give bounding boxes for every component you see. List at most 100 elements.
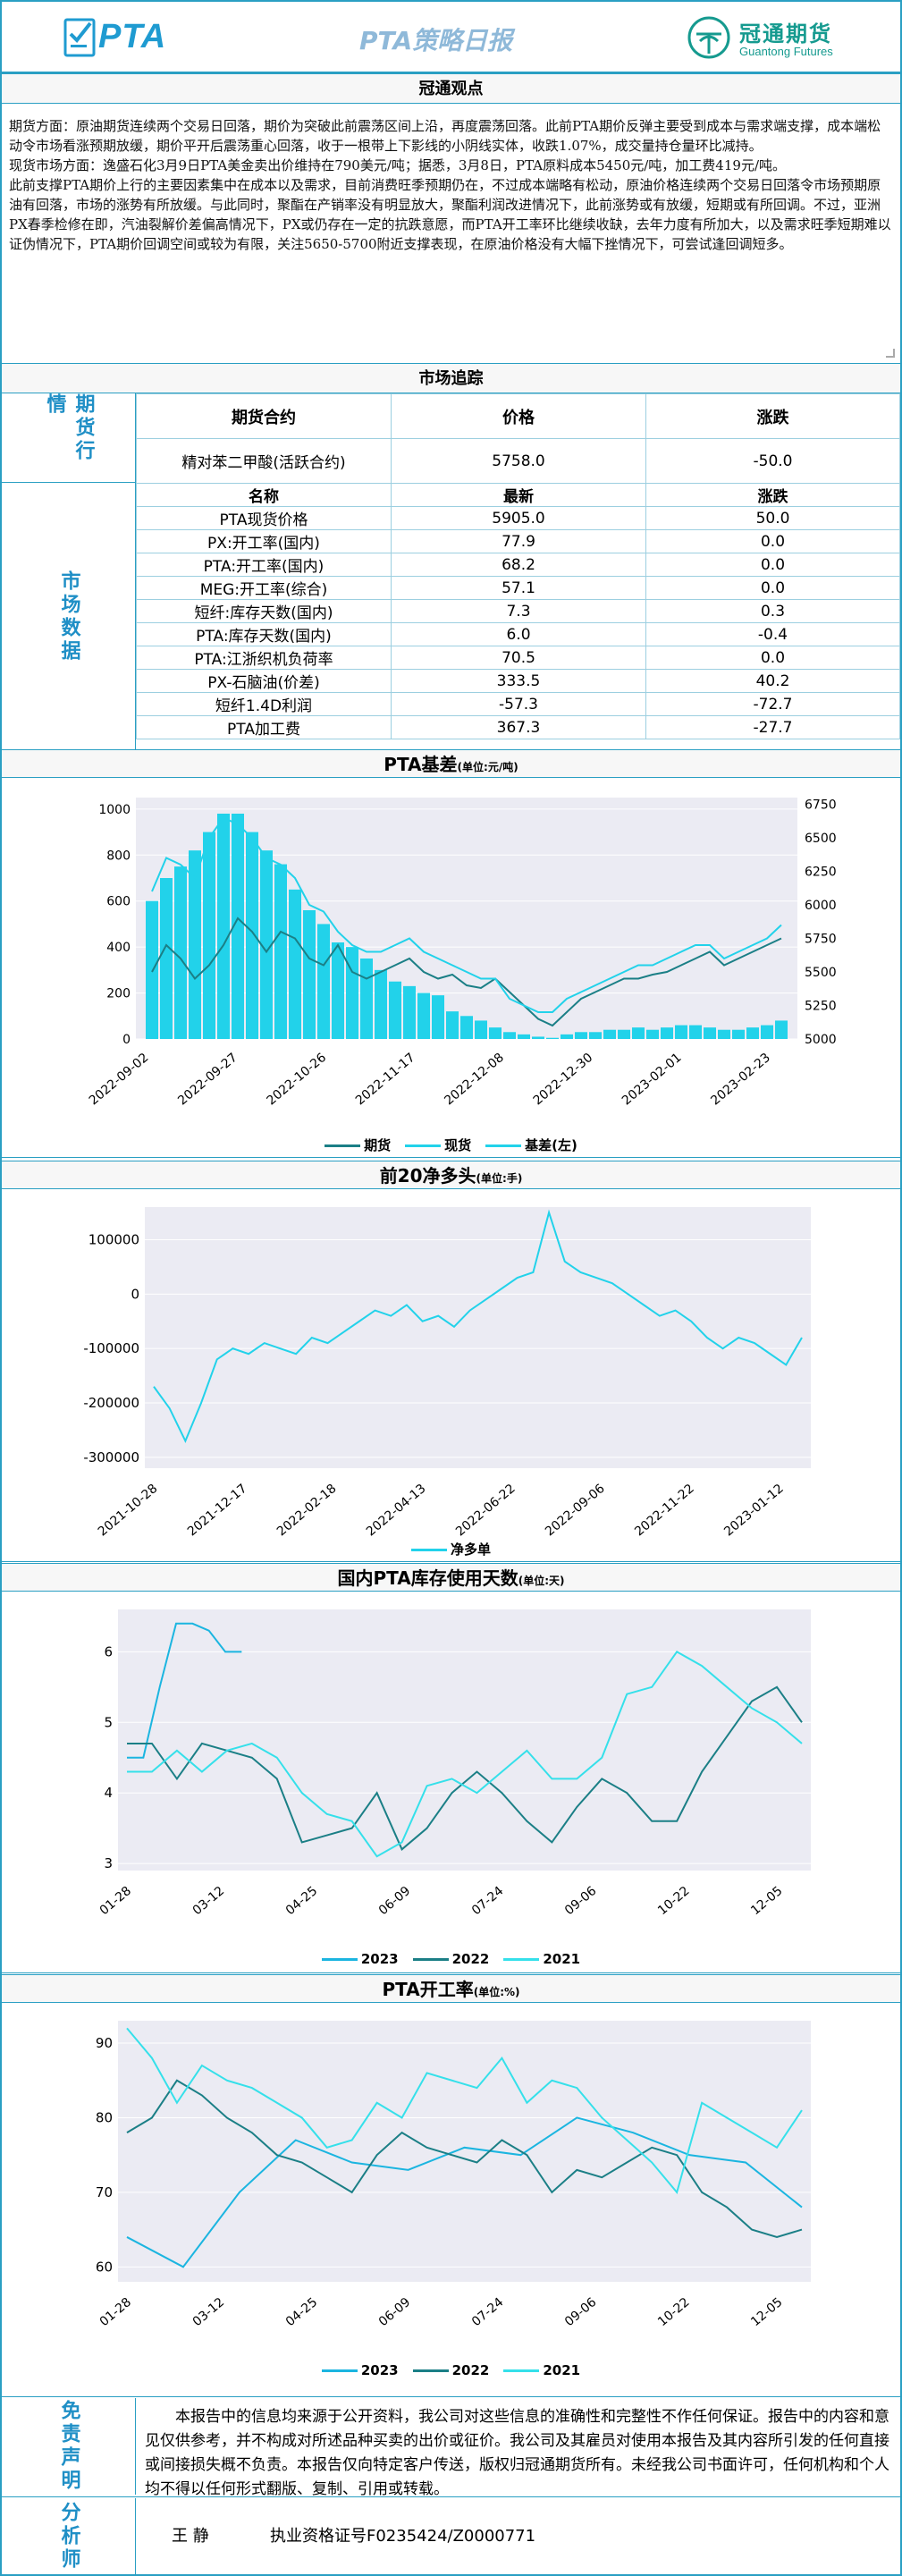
- basis-bar: [460, 1016, 473, 1039]
- table-row: PTA现货价格 5905.0 50.0: [136, 506, 900, 530]
- legend-label: 2023: [360, 2362, 399, 2378]
- legend-item[interactable]: 2023: [321, 1951, 399, 1967]
- market-item-change: 0.0: [645, 646, 900, 670]
- x-tick-label: 2021-12-17: [185, 1482, 250, 1538]
- basis-bar: [689, 1025, 702, 1039]
- market-item-latest: 333.5: [391, 669, 646, 693]
- legend-item[interactable]: 基差(左): [485, 1136, 577, 1154]
- brand-name-cn: 冠通期货: [739, 21, 832, 46]
- y-tick-label: 80: [96, 2109, 113, 2125]
- x-tick-label: 01-28: [97, 1884, 134, 1918]
- market-header-change: 涨跌: [645, 483, 900, 507]
- table-row: 短纤:库存天数(国内) 7.3 0.3: [136, 599, 900, 623]
- basis-bar: [618, 1029, 630, 1039]
- y-right-tick-label: 6750: [805, 798, 837, 813]
- x-tick-label: 2023-01-12: [721, 1482, 787, 1538]
- basis-bar: [532, 1036, 544, 1039]
- basis-bar: [246, 832, 258, 1039]
- basis-bar: [146, 900, 158, 1039]
- basis-bar: [589, 1032, 602, 1039]
- analyst-license: 执业资格证号F0235424/Z0000771: [270, 2527, 536, 2546]
- x-tick-label: 01-28: [97, 2295, 134, 2329]
- market-item-latest: 77.9: [391, 529, 646, 553]
- market-item-change: -27.7: [645, 715, 900, 739]
- table-row: 精对苯二甲酸(活跃合约) 5758.0 -50.0: [136, 438, 900, 484]
- y-left-tick-label: 0: [122, 1033, 131, 1047]
- market-item-latest: 70.5: [391, 646, 646, 670]
- market-item-name: PTA现货价格: [136, 506, 392, 530]
- legend-label: 2023: [360, 1951, 399, 1967]
- market-item-name: PTA:库存天数(国内): [136, 622, 392, 646]
- x-tick-label: 2022-11-22: [632, 1482, 697, 1538]
- legend-item[interactable]: 现货: [405, 1136, 471, 1154]
- basis-bar: [403, 985, 416, 1039]
- y-tick-label: 6: [104, 1643, 113, 1660]
- y-left-tick-label: 600: [106, 895, 131, 909]
- x-tick-label: 2022-12-30: [531, 1051, 596, 1109]
- market-item-change: 0.3: [645, 599, 900, 623]
- view-text[interactable]: 期货方面：原油期货连续两个交易日回落，期价为突破此前震荡区间上沿，再度震荡回落。…: [9, 116, 894, 353]
- basis-chart-legend: 期货 现货 基差(左): [2, 1136, 900, 1154]
- basis-bar: [346, 947, 358, 1039]
- operating-rate-chart-legend: 2023 2022 2021: [2, 2362, 900, 2378]
- x-tick-label: 2022-04-13: [364, 1482, 429, 1538]
- market-item-change: 40.2: [645, 669, 900, 693]
- legend-item[interactable]: 净多单: [410, 1540, 491, 1558]
- market-item-latest: -57.3: [391, 692, 646, 716]
- market-item-name: PTA:开工率(国内): [136, 553, 392, 577]
- market-item-change: 0.0: [645, 529, 900, 553]
- x-tick-label: 12-05: [748, 2295, 785, 2329]
- y-tick-label: 3: [104, 1855, 113, 1871]
- market-item-name: PTA加工费: [136, 715, 392, 739]
- view-paragraph: 此前支撑PTA期价上行的主要因素集中在成本以及需求，目前消费旺季预期仍在，不过成…: [9, 177, 891, 252]
- basis-bar: [732, 1029, 745, 1039]
- table-row: 短纤1.4D利润 -57.3 -72.7: [136, 692, 900, 716]
- legend-item[interactable]: 2021: [503, 1951, 580, 1967]
- legend-item[interactable]: 2021: [503, 2362, 580, 2378]
- x-tick-label: 2022-09-06: [543, 1482, 608, 1538]
- legend-item[interactable]: 期货: [325, 1136, 391, 1154]
- series-line-净多单: [153, 1209, 803, 1444]
- basis-bar: [174, 866, 187, 1039]
- market-header-latest: 最新: [391, 483, 646, 507]
- y-right-tick-label: 6500: [805, 832, 837, 846]
- basis-bar: [632, 1027, 645, 1039]
- basis-bar: [561, 1034, 573, 1039]
- basis-bar: [775, 1020, 788, 1039]
- basis-bar: [746, 1027, 759, 1039]
- y-right-tick-label: 6250: [805, 866, 837, 880]
- legend-item[interactable]: 2023: [321, 2362, 399, 2378]
- x-tick-label: 2021-10-28: [96, 1482, 161, 1538]
- market-section-title: 市场追踪: [2, 363, 900, 393]
- x-tick-label: 2023-02-23: [708, 1051, 773, 1109]
- basis-bar: [260, 850, 273, 1039]
- basis-bar: [432, 995, 444, 1039]
- market-item-latest: 68.2: [391, 553, 646, 577]
- futures-contract-name: 精对苯二甲酸(活跃合约): [136, 438, 392, 484]
- textarea-resize-handle[interactable]: [886, 349, 895, 358]
- x-tick-label: 04-25: [283, 2295, 320, 2329]
- legend-item[interactable]: 2022: [412, 2362, 489, 2378]
- basis-bar: [489, 1027, 502, 1039]
- y-tick-label: 70: [96, 2184, 113, 2200]
- legend-item[interactable]: 2022: [412, 1951, 489, 1967]
- brand-name-en: Guantong Futures: [739, 45, 833, 58]
- basis-bar: [661, 1027, 673, 1039]
- disclaimer-label: 免责声明: [2, 2398, 136, 2495]
- logo-text: PTA: [98, 18, 167, 55]
- y-tick-label: 4: [104, 1785, 113, 1801]
- market-data-table: 名称 最新 涨跌 PTA现货价格 5905.0 50.0 PX:开工率(国内) 77.9…: [136, 483, 900, 739]
- basis-bar: [475, 1020, 487, 1039]
- market-item-change: 0.0: [645, 553, 900, 577]
- view-paragraph: 期货方面：原油期货连续两个交易日回落，期价为突破此前震荡区间上沿，再度震荡回落。…: [9, 118, 881, 154]
- x-tick-label: 2022-09-27: [175, 1051, 240, 1109]
- market-data-label: 市场数据: [2, 483, 136, 751]
- net-long-chart-legend: 净多单: [2, 1540, 900, 1558]
- market-item-latest: 7.3: [391, 599, 646, 623]
- checklist-icon: [63, 18, 96, 57]
- x-tick-label: 2022-09-02: [87, 1051, 152, 1109]
- y-right-tick-label: 5750: [805, 933, 837, 947]
- operating-rate-chart-title: PTA开工率(单位:%): [2, 1974, 900, 2003]
- futures-header-contract: 期货合约: [136, 393, 392, 439]
- legend-label: 净多单: [450, 1541, 491, 1558]
